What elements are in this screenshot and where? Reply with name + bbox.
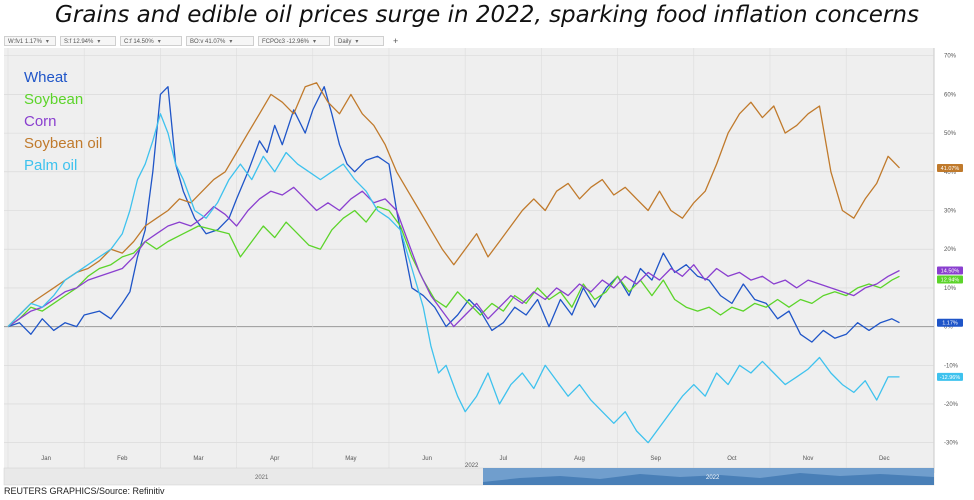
x-tick-label: Aug <box>574 456 585 462</box>
legend-entry: Soybean oil <box>24 135 102 152</box>
series-toolbar: W:fv1 1.17% ▾ S:f 12.94% ▾ C:f 14.50% ▾ BO:… <box>4 35 938 47</box>
y-tick-label: 10% <box>944 286 957 292</box>
x-tick-label: Apr <box>270 456 279 462</box>
x-tick-labels: Jan Feb Mar Apr May Jun Jul Aug Sep Oct Nov Dec <box>41 456 889 462</box>
series-end-label: 41.07% <box>937 163 963 172</box>
series-end-label-box <box>937 275 963 284</box>
toolbar-item-label: C:f 14.50% <box>124 39 154 45</box>
y-tick-label: 60% <box>944 92 957 98</box>
toolbar-item-palm-oil[interactable]: FCPOc3 -12.96% ▾ <box>258 36 330 46</box>
toolbar-item-soybean-oil[interactable]: BO:v 41.07% ▾ <box>186 36 254 46</box>
chevron-down-icon: ▾ <box>355 39 359 45</box>
chevron-down-icon: ▾ <box>229 39 233 45</box>
series-end-label: 1.17% <box>937 318 963 327</box>
time-navigator[interactable]: 2021 2022 2022 <box>3 463 935 486</box>
navigator-area <box>483 473 934 485</box>
interval-label: Daily <box>338 39 352 45</box>
y-tick-label: -20% <box>944 402 959 408</box>
series-end-label: 12.94% <box>937 275 963 284</box>
x-tick-label: Feb <box>117 456 128 462</box>
y-tick-label: 30% <box>944 209 957 215</box>
chevron-down-icon: ▾ <box>97 39 101 45</box>
series-end-label-box <box>937 318 963 327</box>
y-tick-labels: -30% -20% -10% 0% 10% 20% 30% 40% 50% 60% 70% <box>944 54 959 447</box>
x-tick-label: Dec <box>879 456 890 462</box>
toolbar-item-label: FCPOc3 -12.96% <box>262 39 310 45</box>
interval-select[interactable]: Daily ▾ <box>334 36 384 46</box>
series-end-label: 14.50% <box>937 266 963 275</box>
plus-icon[interactable]: + <box>393 36 399 46</box>
legend-entry: Soybean <box>24 91 83 108</box>
source-credit: REUTERS GRAPHICS/Source: Refinitiv <box>4 486 165 496</box>
y-tick-label: 40% <box>944 170 957 176</box>
series-line <box>7 186 900 328</box>
series-end-label-text: 12.94% <box>941 277 960 283</box>
series-line <box>7 86 900 343</box>
series-end-label-text: -12.96% <box>940 375 961 381</box>
x-tick-label: Jun <box>422 456 432 462</box>
x-tick-label: Mar <box>193 456 203 462</box>
toolbar-item-label: S:f 12.94% <box>64 39 94 45</box>
series-line <box>7 205 900 328</box>
x-tick-label: May <box>345 456 356 462</box>
x-tick-label: Oct <box>727 456 737 462</box>
series-end-label-box <box>937 266 963 275</box>
toolbar-item-label: W:fv1 1.17% <box>8 39 42 45</box>
y-tick-label: -30% <box>944 441 959 447</box>
series-end-label-box <box>937 372 963 381</box>
plot-background <box>4 48 934 473</box>
y-tick-label: 70% <box>944 54 957 60</box>
legend-entry: Wheat <box>24 69 68 86</box>
chevron-down-icon: ▾ <box>313 39 317 45</box>
legend: Wheat Soybean Corn Soybean oil Palm oil <box>24 69 102 174</box>
line-chart: -30% -20% -10% 0% 10% 20% 30% 40% 50% 60% 70% Jan F… <box>3 48 972 486</box>
y-tick-label: 50% <box>944 131 957 137</box>
x-tick-label: Jul <box>499 456 507 462</box>
y-tick-label: 20% <box>944 247 957 253</box>
toolbar-item-corn[interactable]: C:f 14.50% ▾ <box>120 36 182 46</box>
series-layer <box>7 82 900 444</box>
toolbar-item-wheat[interactable]: W:fv1 1.17% ▾ <box>4 36 56 46</box>
x-tick-label: Sep <box>650 456 661 462</box>
navigator-year-divider: 2022 <box>465 463 479 469</box>
chart-title: Grains and edible oil prices surge in 20… <box>55 2 919 28</box>
legend-entry: Palm oil <box>24 157 77 174</box>
series-end-label: -12.96% <box>937 372 963 381</box>
navigator-prev-year: 2021 <box>255 475 269 481</box>
series-line <box>7 113 900 444</box>
chevron-down-icon: ▾ <box>157 39 161 45</box>
toolbar-item-soybean[interactable]: S:f 12.94% ▾ <box>60 36 116 46</box>
grid-layer <box>4 48 934 468</box>
series-end-label-box <box>937 163 963 172</box>
series-end-label-text: 14.50% <box>941 268 960 274</box>
y-tick-label: -10% <box>944 363 959 369</box>
series-line <box>7 82 900 328</box>
navigator-current-year: 2022 <box>706 475 720 481</box>
toolbar-item-label: BO:v 41.07% <box>190 39 226 45</box>
series-end-label-text: 1.17% <box>942 321 958 327</box>
x-tick-label: Jan <box>41 456 51 462</box>
y-tick-label: 0% <box>944 325 953 331</box>
chevron-down-icon: ▾ <box>45 39 49 45</box>
x-tick-label: Nov <box>803 456 814 462</box>
legend-entry: Corn <box>24 113 57 130</box>
series-end-labels: 41.07% 14.50% 12.94% 1.17% -12.96% <box>937 163 963 381</box>
y-axis-panel <box>934 48 972 473</box>
series-end-label-text: 41.07% <box>941 166 960 172</box>
